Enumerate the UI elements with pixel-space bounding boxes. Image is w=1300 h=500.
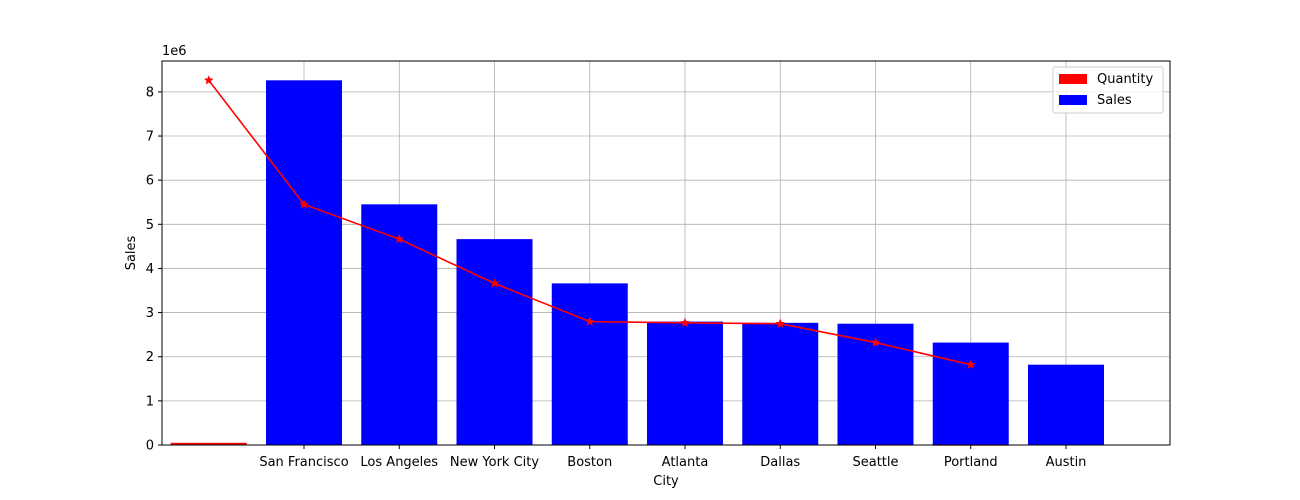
- bar-quantity: [170, 442, 247, 445]
- x-tick-label: Dallas: [760, 455, 800, 470]
- trend-point: [775, 318, 786, 328]
- x-tick-label: Seattle: [852, 455, 898, 470]
- trend-point: [680, 317, 690, 327]
- legend-swatch-sales: [1059, 95, 1087, 105]
- legend-swatch-quantity: [1059, 74, 1087, 84]
- trend-point: [203, 75, 214, 85]
- x-tick-label: Los Angeles: [360, 455, 438, 470]
- plot-frame: [161, 60, 1171, 446]
- bar-sales: [456, 239, 533, 445]
- x-tick-label: New York City: [450, 455, 539, 470]
- y-tick-label: 2: [146, 350, 154, 365]
- bar-sales: [1028, 364, 1104, 445]
- bars: [170, 80, 1104, 446]
- trend-point: [965, 359, 976, 369]
- y-scale-label: 1e6: [162, 44, 187, 59]
- y-tick-label: 3: [146, 306, 154, 321]
- bar-sales: [742, 322, 819, 445]
- trend-line: [203, 75, 976, 369]
- trend-point: [584, 316, 595, 326]
- x-tick-label: Portland: [944, 455, 998, 470]
- x-tick-label: Austin: [1046, 455, 1087, 470]
- y-tick-label: 8: [146, 85, 154, 100]
- bar-sales: [551, 283, 628, 445]
- y-tick-label: 0: [146, 439, 154, 454]
- x-axis-title: City: [653, 474, 679, 489]
- trend-point: [299, 199, 309, 209]
- bar-sales: [266, 80, 342, 445]
- ticks: 0 1 2 3 4 5 6 7 8 San Francisco Los Angeles New Yor…: [146, 85, 1087, 470]
- y-axis-title: Sales: [124, 235, 139, 270]
- bar-sales: [361, 204, 438, 445]
- x-tick-label: Boston: [567, 455, 612, 470]
- y-tick-label: 4: [146, 262, 154, 277]
- legend: Quantity Sales: [1052, 66, 1164, 114]
- trend-point: [394, 233, 405, 244]
- y-tick-label: 5: [146, 218, 154, 233]
- legend-label-sales: Sales: [1097, 93, 1132, 108]
- bar-sales: [647, 321, 723, 445]
- trend-point: [870, 337, 881, 347]
- y-tick-label: 1: [146, 394, 154, 409]
- x-tick-label: San Francisco: [259, 455, 348, 470]
- x-tick-label: Atlanta: [662, 455, 709, 470]
- y-tick-label: 7: [146, 130, 154, 145]
- trend-point: [489, 278, 500, 288]
- y-tick-label: 6: [146, 174, 154, 189]
- legend-label-quantity: Quantity: [1097, 72, 1153, 87]
